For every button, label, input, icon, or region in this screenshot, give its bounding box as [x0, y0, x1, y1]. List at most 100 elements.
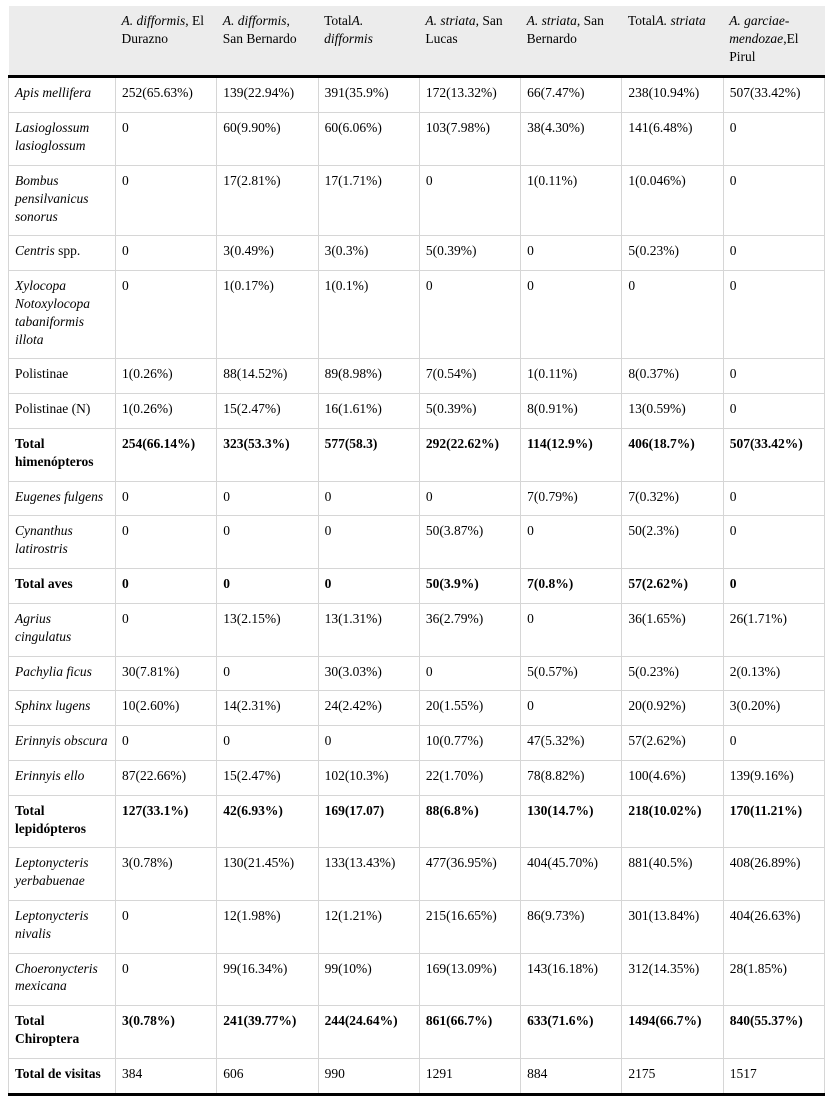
- table-cell: 143(16.18%): [520, 952, 623, 1007]
- table-cell: 1291: [418, 1057, 522, 1096]
- table-cell: 10(0.77%): [418, 725, 522, 761]
- column-header: TotalA. difformis: [318, 6, 420, 79]
- table-cell: 408(26.89%): [722, 847, 826, 901]
- table-cell: 323(53.3%): [216, 428, 319, 482]
- row-label: Lasioglossum lasioglossum: [8, 112, 116, 166]
- table-row: Total aves 0 0 0 50(3.9%) 7(0.8%) 57(2.62%) 0: [8, 568, 826, 604]
- header-segment: A. striata: [655, 13, 706, 28]
- label-segment: spp.: [54, 243, 81, 259]
- table-row: Bombus pensilvanicus sonorus 0 17(2.81%) 17…: [8, 164, 826, 237]
- header-segment: A. striata: [526, 13, 577, 28]
- row-label: Total himenópteros: [8, 428, 116, 482]
- table-cell: 0: [722, 568, 826, 604]
- table-row: Total Chiroptera 3(0.78%) 241(39.77%) 244(2…: [8, 1005, 826, 1059]
- table-cell: 1517: [722, 1057, 826, 1096]
- table-cell: 88(14.52%): [216, 358, 319, 395]
- label-segment: Sphinx lugens: [15, 698, 91, 714]
- table-cell: 1(0.11%): [520, 358, 623, 395]
- table-cell: 312(14.35%): [621, 952, 724, 1007]
- table-cell: 406(18.7%): [621, 428, 724, 482]
- table-cell: 0: [722, 393, 826, 429]
- table-cell: 1(0.26%): [114, 393, 218, 429]
- table-cell: 0: [114, 602, 218, 657]
- table-cell: 0: [114, 952, 218, 1007]
- table-cell: 0: [317, 725, 420, 761]
- table-cell: 0: [520, 515, 623, 570]
- table-cell: 404(45.70%): [520, 847, 623, 901]
- table-cell: 7(0.32%): [621, 480, 724, 517]
- header-segment: , San Lucas: [425, 13, 503, 46]
- table-cell: 24(2.42%): [317, 690, 420, 727]
- table-cell: 7(0.79%): [520, 480, 623, 517]
- table-cell: 50(3.87%): [418, 515, 522, 570]
- table-cell: 0: [722, 480, 826, 517]
- column-header: A. difformis, San Bernardo: [216, 6, 319, 79]
- table-cell: 13(1.31%): [317, 602, 420, 657]
- table-cell: 57(2.62%): [621, 725, 724, 761]
- table-row: Total lepidópteros 127(33.1%) 42(6.93%) 169…: [8, 794, 826, 849]
- table-row: Eugenes fulgens 0 0 0 0 7(0.79%) 7(0.32%) 0: [8, 480, 826, 517]
- table-cell: 12(1.98%): [216, 900, 319, 954]
- row-label: Erinnyis ello: [8, 759, 116, 796]
- table-cell: 50(2.3%): [621, 515, 724, 570]
- table-cell: 5(0.23%): [621, 235, 724, 272]
- table-cell: 28(1.85%): [722, 952, 826, 1007]
- table-cell: 17(2.81%): [216, 164, 319, 237]
- row-label: Erinnyis obscura: [8, 725, 116, 761]
- table-cell: 0: [418, 164, 522, 237]
- table-row: Centris spp. 0 3(0.49%) 3(0.3%) 5(0.39%) 0 5(0…: [8, 235, 826, 272]
- table-cell: 13(0.59%): [621, 393, 724, 429]
- table-row: Apis mellifera 252(65.63%) 139(22.94%) 391(…: [8, 76, 826, 114]
- table-cell: 0: [520, 690, 623, 727]
- row-label: Total lepidópteros: [8, 794, 116, 849]
- table-cell: 0: [722, 235, 826, 272]
- table-cell: 0: [114, 270, 218, 360]
- table-cell: 0: [418, 480, 522, 517]
- table-cell: 20(1.55%): [418, 690, 522, 727]
- label-segment: Lasioglossum lasioglossum: [15, 120, 90, 154]
- table-cell: 102(10.3%): [317, 759, 420, 796]
- table-cell: 60(9.90%): [216, 112, 319, 166]
- table-cell: 0: [114, 235, 218, 272]
- table-cell: 5(0.23%): [621, 655, 724, 692]
- table-cell: 0: [114, 112, 218, 166]
- label-segment: Total himenópteros: [15, 436, 94, 469]
- table-cell: 7(0.54%): [418, 358, 522, 395]
- header-segment: A. striata: [425, 13, 476, 28]
- table-cell: 0: [520, 270, 623, 360]
- label-segment: Leptonycteris nivalis: [15, 908, 89, 941]
- table-cell: 0: [114, 515, 218, 570]
- table-row: Erinnyis ello 87(22.66%) 15(2.47%) 102(10.3…: [8, 759, 826, 796]
- table-cell: 0: [114, 568, 218, 604]
- corner-header-cell: [8, 6, 116, 79]
- table-row: Lasioglossum lasioglossum 0 60(9.90%) 60(6.…: [8, 112, 826, 166]
- table-cell: 0: [114, 725, 218, 761]
- table-cell: 169(17.07): [317, 794, 420, 849]
- table-row: Polistinae (N) 1(0.26%) 15(2.47%) 16(1.61%)…: [8, 393, 826, 429]
- table-cell: 103(7.98%): [418, 112, 522, 166]
- table-cell: 87(22.66%): [114, 759, 218, 796]
- table-cell: 0: [520, 602, 623, 657]
- table-cell: 0: [317, 515, 420, 570]
- table-cell: 42(6.93%): [216, 794, 319, 849]
- label-segment: Centris: [15, 243, 55, 259]
- table-cell: 477(36.95%): [418, 847, 522, 901]
- table-cell: 38(4.30%): [520, 112, 623, 166]
- table-cell: 2175: [621, 1057, 724, 1096]
- table-row: Pachylia ficus 30(7.81%) 0 30(3.03%) 0 5(0.57…: [8, 655, 826, 692]
- label-segment: Erinnyis ello: [15, 767, 85, 783]
- row-label: Choeronycteris mexicana: [8, 952, 116, 1007]
- table-cell: 5(0.39%): [418, 393, 522, 429]
- header-segment: A. difformis: [222, 13, 287, 28]
- column-header: A. difformis, El Durazno: [115, 6, 217, 79]
- table-cell: 1(0.26%): [114, 358, 218, 395]
- label-segment: Erinnyis obscura: [15, 733, 108, 749]
- table-row: Total himenópteros 254(66.14%) 323(53.3%) 5…: [8, 428, 826, 482]
- header-row: A. difformis, El Durazno A. difformis, Sa…: [8, 6, 825, 79]
- table-cell: 7(0.8%): [520, 568, 623, 604]
- table-cell: 3(0.3%): [317, 235, 420, 272]
- table-cell: 86(9.73%): [520, 900, 623, 954]
- table-cell: 1(0.1%): [317, 270, 420, 360]
- table-cell: 0: [520, 235, 623, 272]
